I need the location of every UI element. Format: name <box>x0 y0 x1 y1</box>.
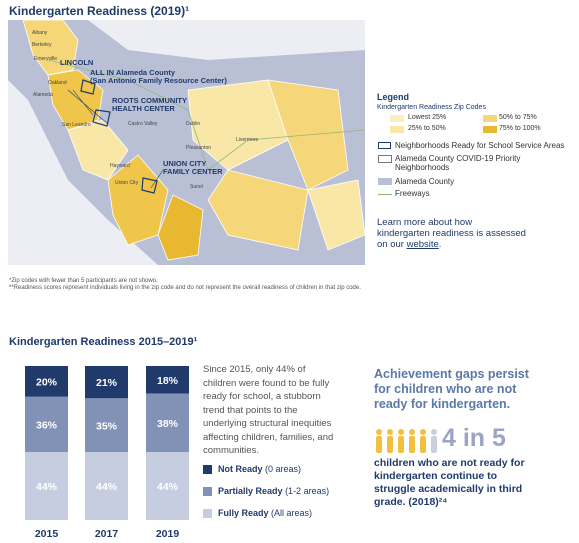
zip-area <box>67 119 129 181</box>
service-area <box>80 79 158 194</box>
bar-segment <box>85 398 128 453</box>
learn-more-text: Learn more about how kindergarten readin… <box>377 217 526 250</box>
value-label: 36% <box>36 420 58 432</box>
legend-label: 50% to 75% <box>499 114 537 121</box>
value-label: 21% <box>96 377 118 389</box>
zip-area <box>47 69 104 131</box>
zip-area <box>207 169 309 251</box>
legend-swatch <box>203 487 212 496</box>
legend-label: Freeways <box>395 189 430 198</box>
site-label: UNION CITY <box>163 159 207 168</box>
bar-segment <box>85 452 128 520</box>
place-name: Sunol <box>190 184 203 190</box>
place-name: Albany <box>32 30 48 36</box>
value-label: 44% <box>96 481 118 493</box>
legend-label: Alameda County COVID-19 Priority Neighbo… <box>395 154 521 172</box>
place-name: San Leandro <box>62 122 91 128</box>
website-link[interactable]: website <box>406 239 439 250</box>
site-label: ALL IN Alameda County <box>90 68 176 77</box>
value-label: 44% <box>157 481 179 493</box>
place-name: Hayward <box>110 163 130 169</box>
legend-label: 75% to 100% <box>499 125 541 132</box>
bar-segment <box>85 366 128 399</box>
callout-stat: 4 in 5 <box>442 424 506 452</box>
x-tick-label: 2017 <box>95 528 119 540</box>
site-label: HEALTH CENTER <box>112 104 175 113</box>
legend-swatch <box>390 126 404 133</box>
bar-segment <box>146 452 189 520</box>
zip-area <box>187 79 289 171</box>
legend-label: 25% to 50% <box>408 125 446 132</box>
place-name: Berkeley <box>32 42 52 48</box>
chart-annotation: Since 2015, only 44% of children were fo… <box>203 364 334 456</box>
legend-swatch <box>203 509 212 518</box>
legend-detail: (0 areas) <box>265 464 302 474</box>
map <box>8 20 365 265</box>
freeway <box>47 59 365 171</box>
bar-segment <box>146 393 189 453</box>
learn-more-end: . <box>438 239 442 250</box>
legend-swatch <box>378 178 392 185</box>
chart-title: Kindergarten Readiness 2015–2019¹ <box>9 336 198 348</box>
legend-swatch <box>378 142 391 149</box>
bar-segment <box>25 366 68 397</box>
x-tick-label: 2019 <box>156 528 180 540</box>
legend-label: Alameda County <box>395 177 455 186</box>
footnote: *Zip codes with fewer than 5 participant… <box>9 278 158 284</box>
chart: 20% 36% 44% 2015 21% 35% 44% 2017 18% 38% 44% 2019 <box>25 366 189 540</box>
footnote: **Readiness scores represent individuals… <box>9 285 361 291</box>
value-label: 38% <box>157 418 179 430</box>
legend-name: Fully Ready <box>218 508 269 518</box>
place-name: Alameda <box>33 92 53 98</box>
bar-segment <box>146 366 189 394</box>
zip-area <box>157 194 204 261</box>
place-name: Dublin <box>186 121 201 127</box>
callout-headline: Achievement gaps persist for children wh… <box>374 367 529 411</box>
place-name: Castro Valley <box>128 121 158 127</box>
legend-detail: (All areas) <box>271 508 313 518</box>
value-label: 20% <box>36 376 58 388</box>
legend-title: Legend <box>377 92 410 102</box>
legend-label: Not Ready (0 areas) <box>218 464 301 474</box>
place-name: Emeryville <box>34 56 58 62</box>
value-label: 35% <box>96 420 118 432</box>
legend-swatch <box>203 465 212 474</box>
legend-label: Fully Ready (All areas) <box>218 508 312 518</box>
zip-area <box>22 20 79 76</box>
leader-line <box>67 89 164 189</box>
legend-swatch <box>378 155 392 163</box>
place-name: Livermore <box>236 137 259 143</box>
legend-swatch <box>483 115 497 122</box>
legend-label: Partially Ready (1-2 areas) <box>218 486 329 496</box>
value-label: 44% <box>36 481 58 493</box>
bar-segment <box>25 396 68 453</box>
callout-text: children who are not ready for kindergar… <box>374 457 525 508</box>
site-label: FAMILY CENTER <box>163 167 223 176</box>
place-name: Pleasanton <box>186 145 212 151</box>
legend-subtitle: Kindergarten Readiness Zip Codes <box>377 104 486 111</box>
place-name: Union City <box>115 180 139 186</box>
site-label: ROOTS COMMUNITY <box>112 96 187 105</box>
legend-swatch <box>378 194 392 195</box>
bar-segment <box>25 452 68 520</box>
legend-name: Partially Ready <box>218 486 283 496</box>
legend-swatch <box>483 126 497 133</box>
people-icons <box>376 429 437 453</box>
map-title: Kindergarten Readiness (2019)¹ <box>9 4 190 18</box>
place-name: Oakland <box>48 80 67 86</box>
legend-name: Not Ready <box>218 464 263 474</box>
legend-swatch <box>390 115 404 122</box>
legend-detail: (1-2 areas) <box>285 486 330 496</box>
value-label: 18% <box>157 375 179 387</box>
legend-label: Lowest 25% <box>408 114 447 121</box>
site-label: (San Antonio Family Resource Center) <box>90 76 227 85</box>
legend-label: Neighborhoods Ready for School Service A… <box>395 141 565 150</box>
x-tick-label: 2015 <box>35 528 59 540</box>
learn-more: Learn more about how kindergarten readin… <box>377 217 527 250</box>
zip-area <box>307 179 365 251</box>
site-label: LINCOLN <box>60 58 94 67</box>
